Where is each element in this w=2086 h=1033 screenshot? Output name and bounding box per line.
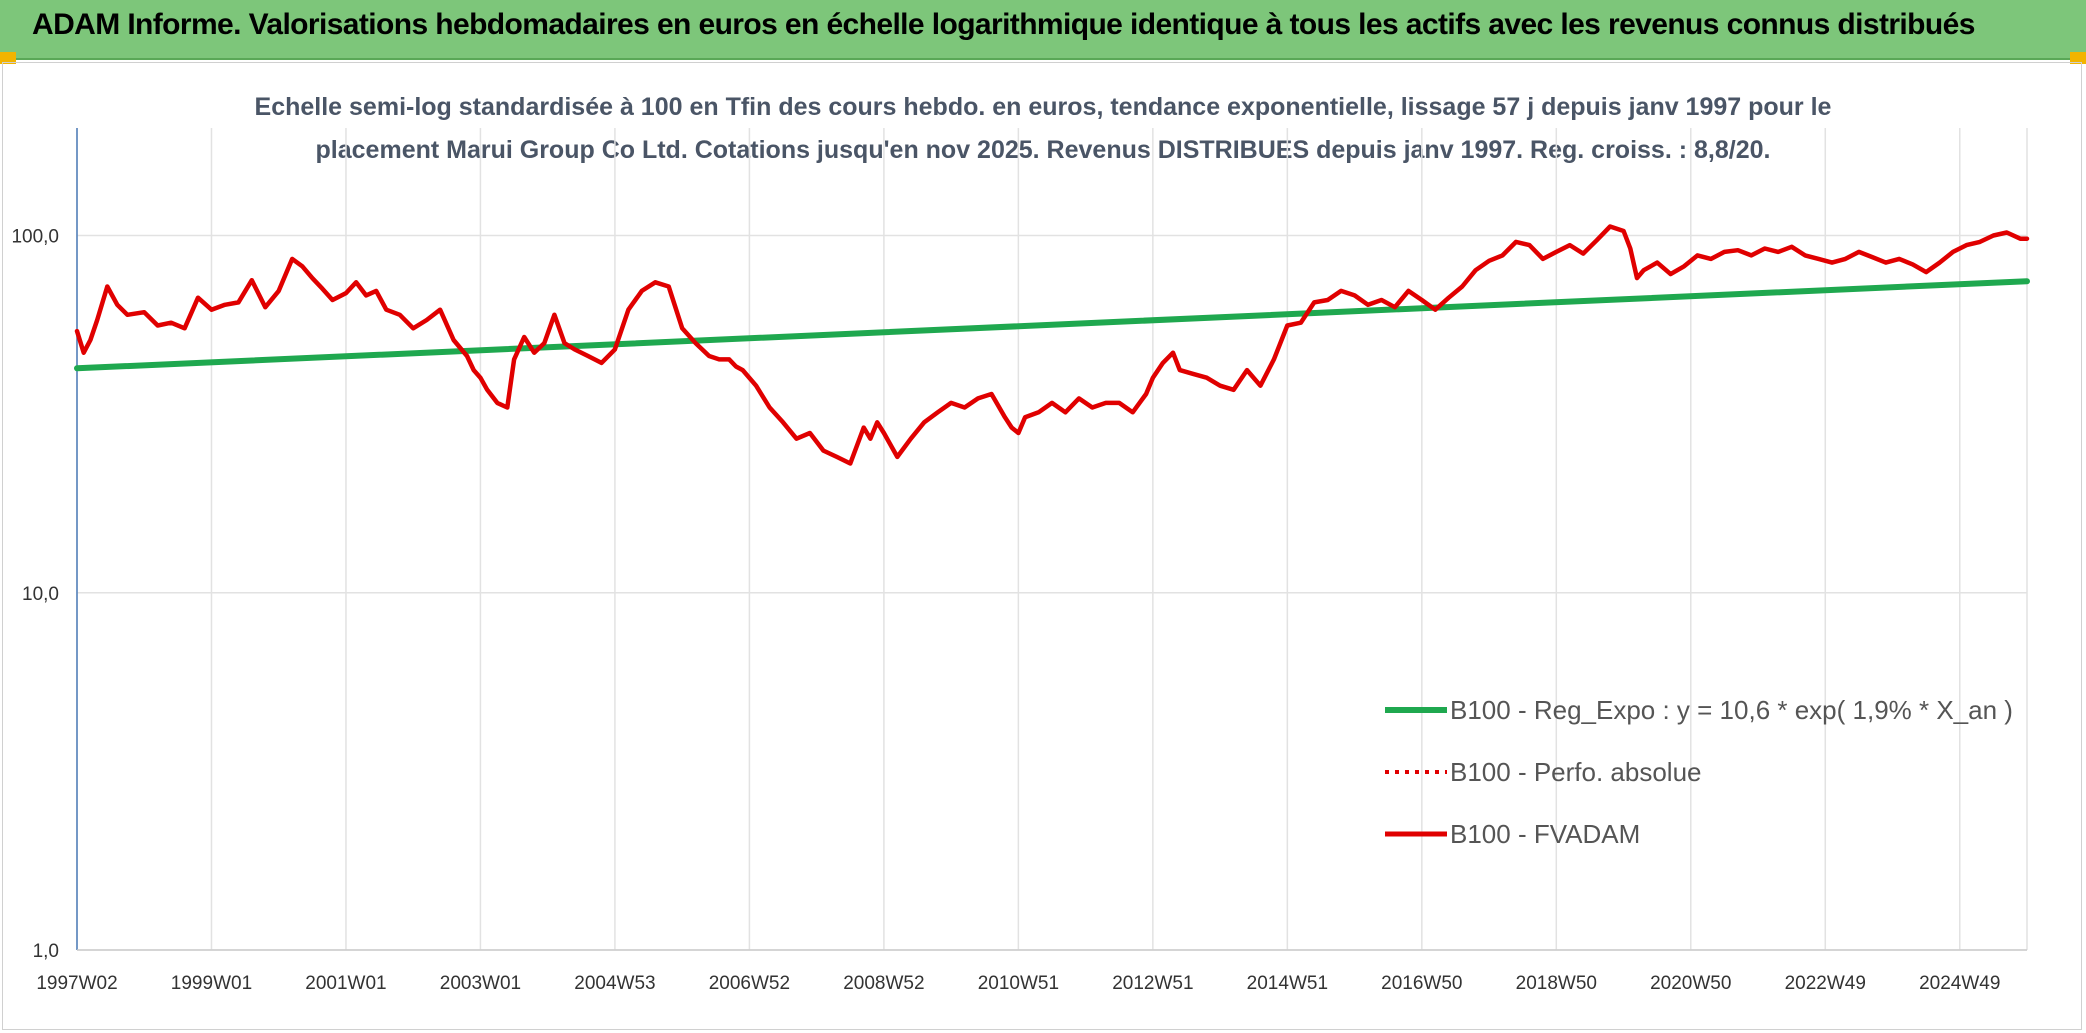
report-title: ADAM Informe. Valorisations hebdomadaire…	[32, 8, 1975, 41]
y-tick-label-1: 10,0	[22, 584, 59, 605]
x-tick-label-13: 2022W49	[1785, 973, 1866, 994]
x-tick-label-4: 2004W53	[574, 973, 655, 994]
corner-marker-left	[0, 52, 16, 64]
subtitle-line-2: placement Marui Group Co Ltd. Cotations …	[315, 136, 1771, 164]
x-tick-label-8: 2012W51	[1112, 973, 1193, 994]
y-tick-labels: 1,0 10,0 100,0	[11, 227, 59, 962]
x-tick-label-1: 1999W01	[171, 973, 252, 994]
series-line-2	[74, 224, 2030, 466]
series-lines	[74, 224, 2030, 466]
x-tick-label-14: 2024W49	[1919, 973, 2000, 994]
series-line-0	[74, 278, 2030, 372]
x-tick-label-5: 2006W52	[709, 973, 790, 994]
x-tick-label-9: 2014W51	[1247, 973, 1328, 994]
y-tick-label-0: 1,0	[33, 941, 59, 962]
axes	[76, 128, 2027, 951]
legend-label-0: B100 - Reg_Expo : y = 10,6 * exp( 1,9% *…	[1450, 695, 2013, 725]
header-banner: ADAM Informe. Valorisations hebdomadaire…	[0, 0, 2086, 60]
corner-marker-right	[2070, 52, 2086, 64]
y-tick-label-2: 100,0	[11, 227, 59, 248]
x-tick-labels: 1997W02 1999W01 2001W01 2003W01 2004W53 2006W…	[36, 973, 2000, 994]
chart-subtitle: Echelle semi-log standardisée à 100 en T…	[0, 86, 2086, 172]
x-tick-label-3: 2003W01	[440, 973, 521, 994]
x-tick-label-7: 2010W51	[978, 973, 1059, 994]
legend-label-2: B100 - FVADAM	[1450, 819, 1640, 849]
x-tick-label-0: 1997W02	[36, 973, 117, 994]
legend: B100 - Reg_Expo : y = 10,6 * exp( 1,9% *…	[1385, 695, 2013, 849]
x-tick-label-2: 2001W01	[305, 973, 386, 994]
chart-frame	[2, 62, 2082, 1030]
x-tick-label-6: 2008W52	[843, 973, 924, 994]
x-tick-label-11: 2018W50	[1516, 973, 1597, 994]
x-tick-label-12: 2020W50	[1650, 973, 1731, 994]
x-tick-label-10: 2016W50	[1381, 973, 1462, 994]
legend-label-1: B100 - Perfo. absolue	[1450, 757, 1702, 787]
subtitle-line-1: Echelle semi-log standardisée à 100 en T…	[254, 93, 1832, 121]
